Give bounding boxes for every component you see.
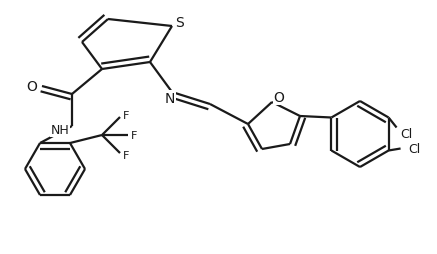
Text: F: F [123,110,129,121]
Text: S: S [175,16,184,30]
Text: NH: NH [51,124,69,137]
Text: Cl: Cl [409,142,421,155]
Text: O: O [27,80,38,94]
Text: Cl: Cl [400,128,413,140]
Text: O: O [274,91,284,105]
Text: N: N [165,92,175,106]
Text: F: F [131,131,137,140]
Text: F: F [123,150,129,160]
